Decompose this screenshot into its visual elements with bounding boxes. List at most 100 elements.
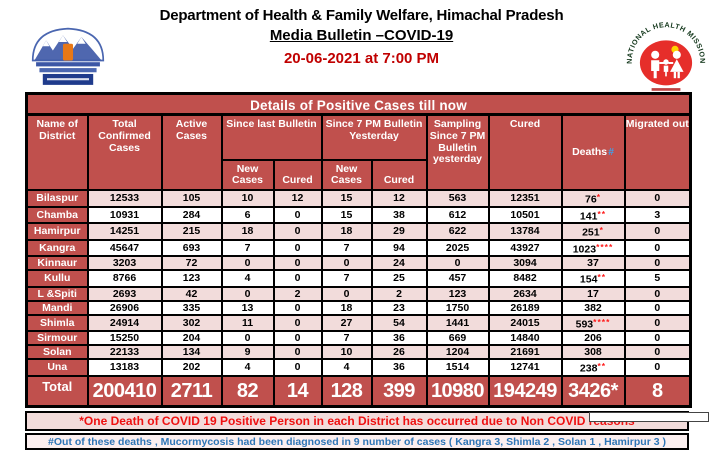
cured-since-last-cell: 0 bbox=[272, 222, 323, 241]
deaths-cell: 382 bbox=[560, 299, 626, 316]
sampling-cell: 1204 bbox=[425, 344, 490, 361]
sampling-cell: 0 bbox=[425, 255, 490, 272]
new-since-last-cell: 0 bbox=[220, 330, 275, 347]
district-name: Hamirpur bbox=[25, 222, 89, 241]
col-header-confirmed: Total Confirmed Cases bbox=[86, 113, 163, 192]
deaths-cell: 593**** bbox=[560, 313, 626, 333]
cured-cell: 14840 bbox=[487, 330, 563, 347]
new-since-last-cell: 6 bbox=[220, 205, 275, 225]
deaths-hash-mark: # bbox=[608, 145, 614, 158]
cured-cell: 26189 bbox=[487, 299, 563, 316]
new-since-7pm-cell: 15 bbox=[320, 205, 373, 225]
new-since-7pm-cell: 7 bbox=[320, 269, 373, 288]
cured-cell: 194249 bbox=[487, 374, 563, 408]
active-cell: 335 bbox=[160, 299, 223, 316]
cured-cell: 21691 bbox=[487, 344, 563, 361]
death-asterisk-mark: **** bbox=[596, 241, 614, 252]
cured-since-last-cell: 0 bbox=[272, 299, 323, 316]
confirmed-cell: 22133 bbox=[86, 344, 163, 361]
new-since-7pm-cell: 4 bbox=[320, 358, 373, 377]
family-figures bbox=[651, 50, 684, 79]
logo-bar-2 bbox=[39, 68, 97, 73]
sampling-cell: 612 bbox=[425, 205, 490, 225]
new-since-last-cell: 7 bbox=[220, 238, 275, 258]
nhm-hindi-text-marks bbox=[651, 88, 681, 91]
subcol-new-cases-last: New Cases bbox=[220, 158, 275, 192]
cured-cell: 12351 bbox=[487, 189, 563, 208]
table-row: L &Spiti 2693 42 0 2 0 2 123 2634 17 0 bbox=[25, 285, 692, 302]
deaths-cell: 1023**** bbox=[560, 238, 626, 258]
cured-since-7pm-cell: 23 bbox=[370, 299, 428, 316]
sampling-cell: 669 bbox=[425, 330, 490, 347]
total-label: Total bbox=[25, 374, 89, 408]
confirmed-cell: 10931 bbox=[86, 205, 163, 225]
district-name: Sirmour bbox=[25, 330, 89, 347]
col-header-since-7pm: Since 7 PM Bulletin Yesterday bbox=[320, 113, 428, 161]
district-name: Kangra bbox=[25, 238, 89, 258]
new-since-last-cell: 11 bbox=[220, 313, 275, 333]
cured-since-last-cell: 12 bbox=[272, 189, 323, 208]
migrated-cell: 0 bbox=[623, 358, 692, 377]
district-name: Shimla bbox=[25, 313, 89, 333]
logo-bar-1 bbox=[36, 62, 100, 67]
migrated-cell: 0 bbox=[623, 285, 692, 302]
table-row: Chamba 10931 284 6 0 15 38 612 10501 141** 3 bbox=[25, 205, 692, 225]
cured-since-last-cell: 0 bbox=[272, 269, 323, 288]
death-asterisk-mark: ** bbox=[597, 272, 607, 283]
table-row: Shimla 24914 302 11 0 27 54 1441 24015 593**** 0 bbox=[25, 313, 692, 333]
sampling-cell: 1750 bbox=[425, 299, 490, 316]
new-since-last-cell: 82 bbox=[220, 374, 275, 408]
deaths-cell: 238** bbox=[560, 358, 626, 377]
confirmed-cell: 45647 bbox=[86, 238, 163, 258]
deaths-cell: 154** bbox=[560, 269, 626, 288]
active-cell: 134 bbox=[160, 344, 223, 361]
cured-since-7pm-cell: 36 bbox=[370, 330, 428, 347]
header-row-sub: New Cases Cured New Cases Cured bbox=[27, 158, 691, 192]
cured-since-7pm-cell: 2 bbox=[370, 285, 428, 302]
active-cell: 2711 bbox=[160, 374, 223, 408]
cured-since-7pm-cell: 94 bbox=[370, 238, 428, 258]
active-cell: 284 bbox=[160, 205, 223, 225]
district-name: Kinnaur bbox=[25, 255, 89, 272]
cured-cell: 24015 bbox=[487, 313, 563, 333]
cured-cell: 8482 bbox=[487, 269, 563, 288]
table-row: Una 13183 202 4 0 4 36 1514 12741 238** 0 bbox=[25, 358, 692, 377]
header-row-main: Name of District Total Confirmed Cases A… bbox=[25, 113, 692, 192]
cured-since-7pm-cell: 36 bbox=[370, 358, 428, 377]
new-since-7pm-cell: 18 bbox=[320, 222, 373, 241]
deaths-cell: 3426* bbox=[560, 374, 626, 408]
hp-government-logo-icon bbox=[31, 27, 105, 85]
cured-cell: 3094 bbox=[487, 255, 563, 272]
table-row: Kinnaur 3203 72 0 0 0 24 0 3094 37 0 bbox=[25, 255, 692, 272]
confirmed-cell: 8766 bbox=[86, 269, 163, 288]
subcol-cured-last: Cured bbox=[272, 158, 323, 192]
cured-cell: 43927 bbox=[487, 238, 563, 258]
deaths-cell: 251* bbox=[560, 222, 626, 241]
active-cell: 123 bbox=[160, 269, 223, 288]
cured-since-7pm-cell: 24 bbox=[370, 255, 428, 272]
deaths-cell: 206 bbox=[560, 330, 626, 347]
active-cell: 204 bbox=[160, 330, 223, 347]
new-since-last-cell: 0 bbox=[220, 255, 275, 272]
sampling-cell: 1441 bbox=[425, 313, 490, 333]
cured-since-last-cell: 0 bbox=[272, 238, 323, 258]
cured-cell: 2634 bbox=[487, 285, 563, 302]
col-header-sampling: Sampling Since 7 PM Bulletin yesterday bbox=[425, 113, 490, 192]
col-header-active: Active Cases bbox=[160, 113, 223, 192]
new-since-7pm-cell: 18 bbox=[320, 299, 373, 316]
cured-since-7pm-cell: 38 bbox=[370, 205, 428, 225]
table-title: Details of Positive Cases till now bbox=[25, 92, 692, 117]
migrated-cell: 0 bbox=[623, 238, 692, 258]
district-name: Solan bbox=[25, 344, 89, 361]
bulletin-datetime: 20-06-2021 at 7:00 PM bbox=[283, 50, 440, 67]
table-body: Bilaspur 12533 105 10 12 15 12 563 12351 76* 0 Cham… bbox=[25, 189, 692, 408]
deaths-cell: 141** bbox=[560, 205, 626, 225]
cured-since-7pm-cell: 399 bbox=[370, 374, 428, 408]
sampling-cell: 622 bbox=[425, 222, 490, 241]
cured-since-last-cell: 0 bbox=[272, 358, 323, 377]
media-bulletin-page: Department of Health & Family Welfare, H… bbox=[25, 7, 709, 450]
sampling-cell: 1514 bbox=[425, 358, 490, 377]
cured-since-7pm-cell: 54 bbox=[370, 313, 428, 333]
death-asterisk-mark: * bbox=[596, 192, 601, 203]
migrated-cell: 0 bbox=[623, 344, 692, 361]
